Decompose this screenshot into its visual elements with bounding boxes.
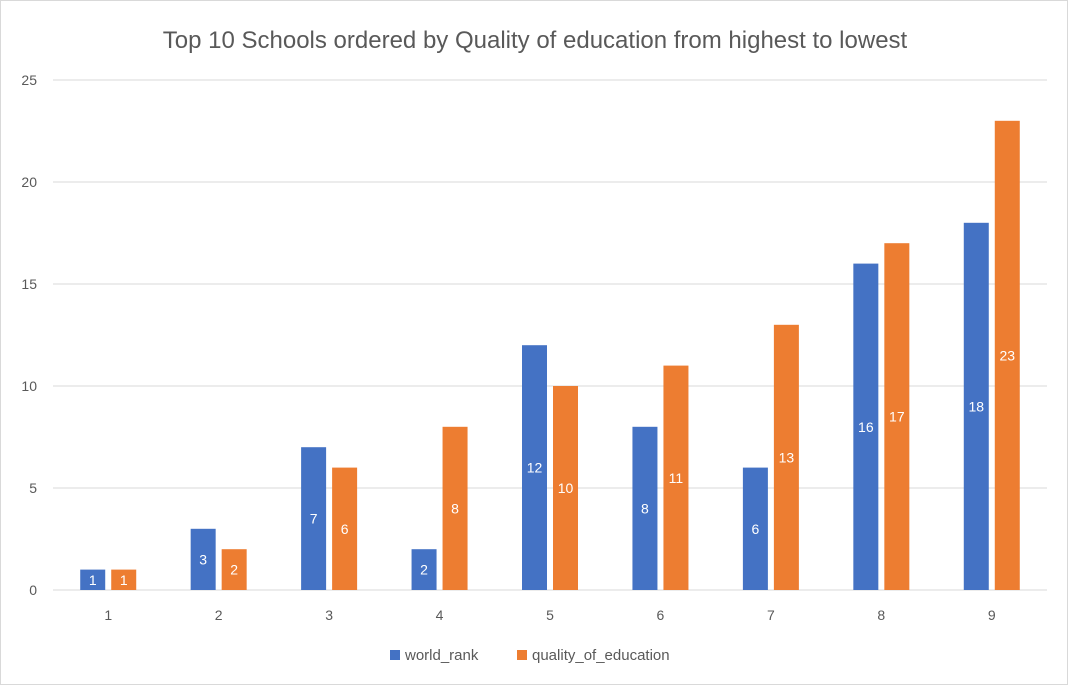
x-tick-label: 8 [877, 607, 885, 623]
bar-quality_of_education-9 [994, 120, 1020, 591]
x-tick-label: 7 [767, 607, 775, 623]
bar-quality_of_education-1 [111, 569, 137, 590]
y-tick-label: 5 [29, 480, 37, 496]
y-axis-ticks: 0 5 10 15 20 25 [21, 72, 37, 598]
bar-world_rank-4 [411, 549, 437, 590]
y-tick-label: 20 [21, 174, 37, 190]
data-label-quality_of_education-6: 11 [669, 470, 684, 486]
legend-swatch-quality_of_education [517, 650, 527, 660]
x-tick-label: 2 [215, 607, 223, 623]
data-label-quality_of_education-5: 10 [558, 480, 574, 496]
chart-title: Top 10 Schools ordered by Quality of edu… [163, 27, 908, 54]
bar-world_rank-5 [522, 345, 547, 590]
bar-quality_of_education-4 [442, 426, 468, 590]
bar-world_rank-2 [190, 528, 216, 590]
x-tick-label: 3 [325, 607, 333, 623]
data-label-quality_of_education-4: 8 [451, 500, 459, 516]
legend-swatch-world_rank [390, 650, 400, 660]
bar-quality_of_education-3 [332, 467, 358, 590]
y-tick-label: 15 [21, 276, 37, 292]
data-label-world_rank-4: 2 [420, 562, 428, 578]
data-label-world_rank-1: 1 [89, 572, 97, 588]
gridlines [53, 79, 1047, 591]
bar-world_rank-8 [853, 263, 879, 590]
data-label-quality_of_education-7: 13 [779, 449, 795, 465]
data-label-world_rank-3: 7 [310, 511, 318, 527]
data-label-world_rank-2: 3 [199, 551, 207, 567]
legend-label-quality_of_education: quality_of_education [532, 647, 670, 664]
bar-world_rank-1 [80, 569, 106, 590]
data-label-world_rank-7: 6 [751, 521, 759, 537]
bar-world_rank-7 [742, 467, 768, 590]
bar-quality_of_education-7 [773, 324, 799, 590]
data-label-world_rank-8: 16 [858, 419, 874, 435]
legend-label-world_rank: world_rank [404, 647, 479, 664]
y-tick-label: 0 [29, 582, 37, 598]
data-label-world_rank-6: 8 [641, 500, 649, 516]
bar-world_rank-9 [963, 222, 989, 591]
data-label-quality_of_education-9: 23 [999, 347, 1015, 363]
x-tick-label: 1 [104, 607, 112, 623]
data-label-world_rank-9: 18 [968, 398, 984, 414]
bar-quality_of_education-6 [663, 365, 689, 590]
x-tick-label: 9 [988, 607, 996, 623]
bar-quality_of_education-2 [221, 549, 247, 590]
y-tick-label: 25 [21, 72, 37, 88]
bar-quality_of_education-8 [884, 243, 910, 590]
bar-world_rank-3 [301, 447, 327, 590]
x-axis-ticks: 1 2 3 4 5 6 7 8 9 [104, 607, 996, 623]
data-label-quality_of_education-2: 2 [230, 562, 238, 578]
x-tick-label: 4 [436, 607, 444, 623]
bar-world_rank-6 [632, 426, 658, 590]
bars [80, 120, 1020, 591]
data-label-quality_of_education-8: 17 [889, 409, 905, 425]
x-tick-label: 5 [546, 607, 554, 623]
x-tick-label: 6 [657, 607, 665, 623]
data-label-world_rank-5: 12 [527, 460, 543, 476]
data-label-quality_of_education-1: 1 [120, 572, 128, 588]
legend: world_rank quality_of_education [390, 647, 670, 664]
y-tick-label: 10 [21, 378, 37, 394]
bar-quality_of_education-5 [553, 386, 578, 590]
data-label-quality_of_education-3: 6 [341, 521, 349, 537]
